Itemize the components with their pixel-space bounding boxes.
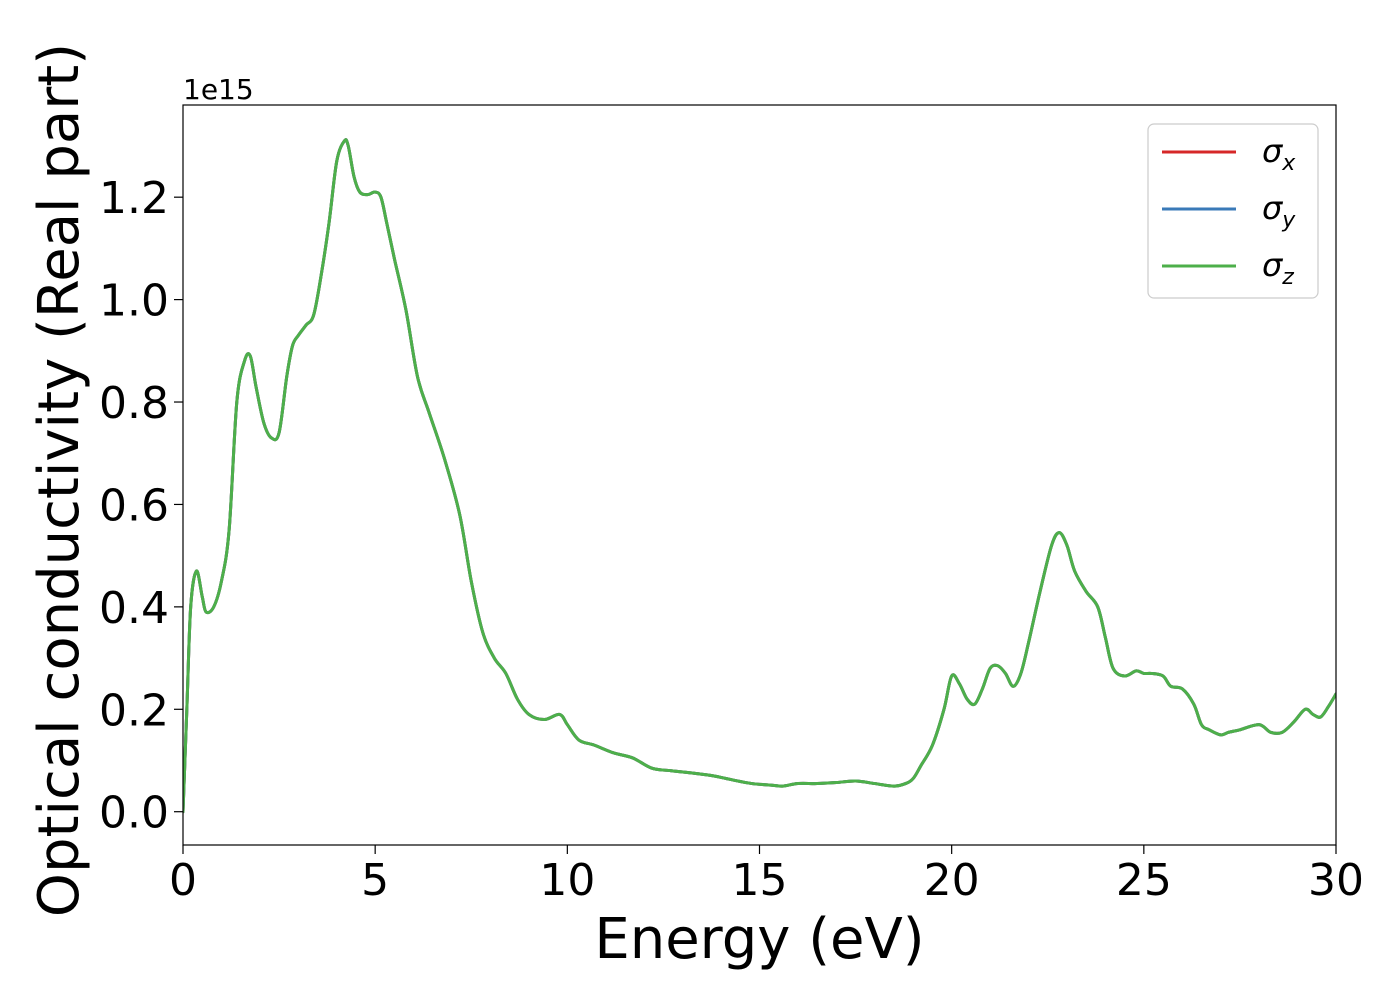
x-axis-title: Energy (eV)	[594, 907, 924, 972]
y-tick-label: 1.2	[99, 173, 169, 224]
legend-label-subscript: y	[1281, 208, 1296, 233]
legend-label-subscript: z	[1281, 265, 1294, 290]
y-tick-label: 0.0	[99, 788, 169, 839]
legend-label-base: σ	[1262, 189, 1284, 227]
legend-label-base: σ	[1262, 246, 1284, 284]
y-tick-label: 0.8	[99, 378, 169, 429]
y-axis: 0.0 0.2 0.4 0.6 0.8 1.0 1.2	[99, 173, 183, 839]
x-tick-label: 30	[1308, 855, 1364, 906]
legend-label-base: σ	[1262, 132, 1284, 170]
x-tick-label: 20	[924, 855, 980, 906]
y-tick-label: 0.2	[99, 685, 169, 736]
series-line-z	[183, 138, 1336, 814]
y-tick-label: 0.6	[99, 480, 169, 531]
y-axis-title: Optical conductivity (Real part)	[27, 43, 92, 917]
x-tick-label: 25	[1116, 855, 1172, 906]
x-tick-label: 15	[732, 855, 788, 906]
legend-label-y: σy	[1262, 189, 1296, 233]
x-tick-label: 5	[361, 855, 389, 906]
y-tick-label: 1.0	[99, 276, 169, 327]
legend-box	[1147, 123, 1319, 299]
legend-label-x: σx	[1262, 132, 1296, 176]
x-tick-label: 10	[539, 855, 595, 906]
x-tick-label: 0	[169, 855, 197, 906]
y-offset-label: 1e15	[183, 73, 254, 106]
y-tick-label: 0.4	[99, 583, 169, 634]
series-layer	[183, 138, 1336, 814]
legend-label-subscript: x	[1281, 151, 1296, 176]
x-axis: 0 5 10 15 20 25 30	[169, 845, 1364, 906]
legend-label-z: σz	[1262, 246, 1294, 290]
